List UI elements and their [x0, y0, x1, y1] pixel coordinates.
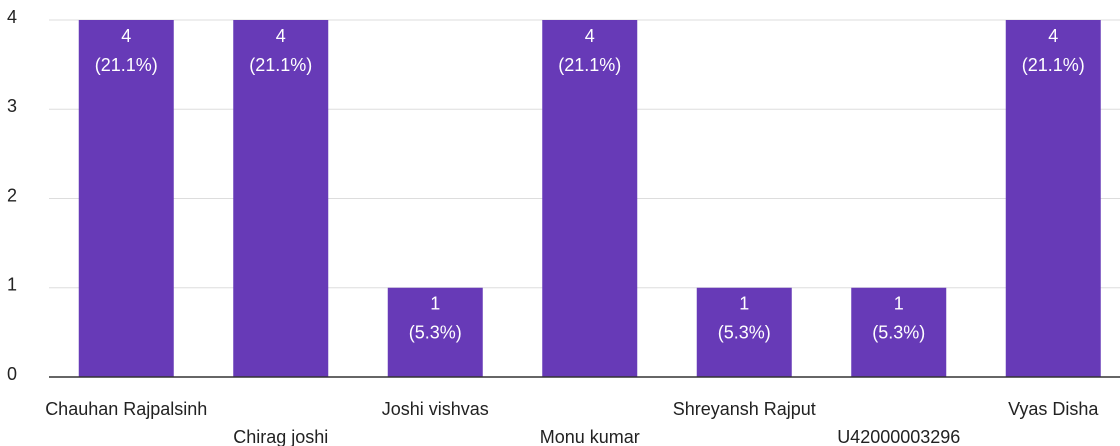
percent-label: (21.1%) — [95, 55, 158, 75]
x-tick-label: Shreyansh Rajput — [673, 399, 816, 419]
x-tick-label: Chirag joshi — [233, 427, 328, 446]
percent-label: (5.3%) — [718, 323, 771, 343]
bar — [542, 20, 638, 377]
x-tick-label: Vyas Disha — [1008, 399, 1099, 419]
y-tick-label: 1 — [7, 275, 17, 295]
bar — [851, 287, 947, 377]
y-tick-label: 0 — [7, 364, 17, 384]
percent-label: (21.1%) — [1022, 55, 1085, 75]
value-label: 4 — [1048, 26, 1058, 46]
value-label: 4 — [585, 26, 595, 46]
bar — [696, 287, 792, 377]
bar — [387, 287, 483, 377]
percent-label: (21.1%) — [558, 55, 621, 75]
y-tick-label: 2 — [7, 185, 17, 205]
value-label: 4 — [276, 26, 286, 46]
percent-label: (5.3%) — [872, 323, 925, 343]
bar — [78, 20, 174, 377]
percent-label: (5.3%) — [409, 323, 462, 343]
x-tick-label: Chauhan Rajpalsinh — [45, 399, 207, 419]
value-label: 1 — [739, 294, 749, 314]
x-tick-label: Monu kumar — [540, 427, 640, 446]
x-tick-label: U42000003296 — [837, 427, 960, 446]
value-label: 1 — [894, 294, 904, 314]
percent-label: (21.1%) — [249, 55, 312, 75]
y-tick-label: 4 — [7, 7, 17, 27]
value-label: 4 — [121, 26, 131, 46]
y-tick-label: 3 — [7, 96, 17, 116]
bar — [1005, 20, 1101, 377]
bar — [233, 20, 329, 377]
x-tick-label: Joshi vishvas — [382, 399, 489, 419]
value-label: 1 — [430, 294, 440, 314]
